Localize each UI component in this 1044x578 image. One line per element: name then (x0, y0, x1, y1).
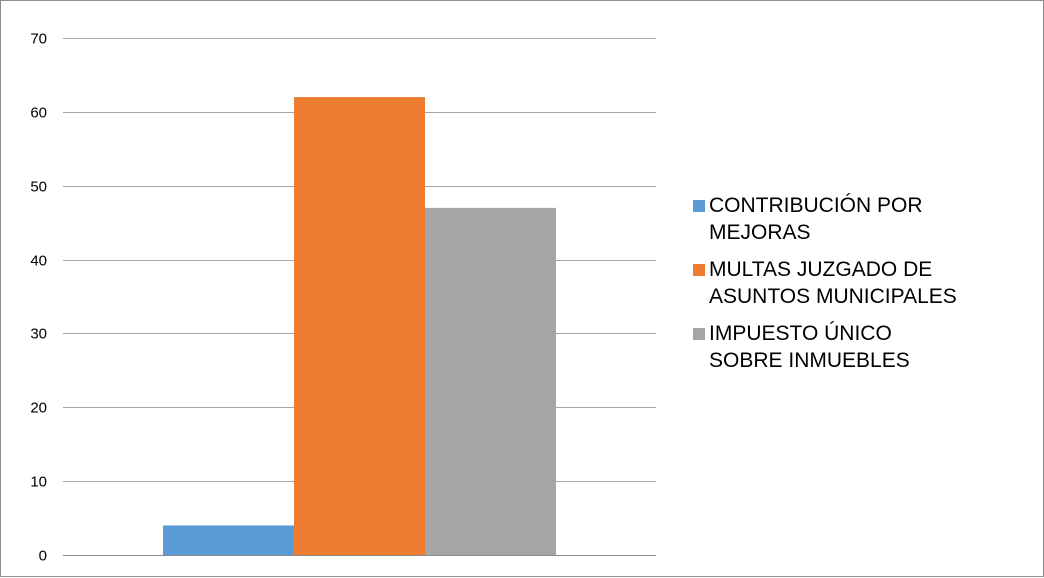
bars (163, 97, 556, 555)
legend-label-multas: MULTAS JUZGADO DE ASUNTOS MUNICIPALES (709, 258, 957, 308)
legend-item-multas: MULTAS JUZGADO DE ASUNTOS MUNICIPALES (693, 256, 1038, 310)
y-tick-label: 30 (30, 326, 47, 343)
legend-label-contribucion: CONTRIBUCIÓN POR MEJORAS (709, 194, 923, 244)
legend-label-impuesto: IMPUESTO ÚNICO SOBRE INMUEBLES (709, 322, 910, 372)
legend-item-contribucion: CONTRIBUCIÓN POR MEJORAS (693, 192, 1038, 246)
legend: CONTRIBUCIÓN POR MEJORAS MULTAS JUZGADO … (693, 192, 1038, 384)
bar-contribucion (163, 525, 294, 555)
y-axis-tick-labels: 0 10 20 30 40 50 60 70 (30, 31, 47, 565)
legend-swatch-contribucion (693, 200, 705, 212)
bar-multas (294, 97, 425, 555)
y-tick-label: 20 (30, 400, 47, 417)
y-tick-label: 10 (30, 474, 47, 491)
legend-swatch-multas (693, 264, 705, 276)
legend-swatch-impuesto (693, 328, 705, 340)
y-tick-label: 70 (30, 31, 47, 48)
y-tick-label: 50 (30, 179, 47, 196)
legend-item-impuesto: IMPUESTO ÚNICO SOBRE INMUEBLES (693, 320, 1038, 374)
y-tick-label: 60 (30, 105, 47, 122)
y-tick-label: 40 (30, 253, 47, 270)
bar-impuesto (425, 207, 556, 555)
y-tick-label: 0 (39, 548, 47, 565)
